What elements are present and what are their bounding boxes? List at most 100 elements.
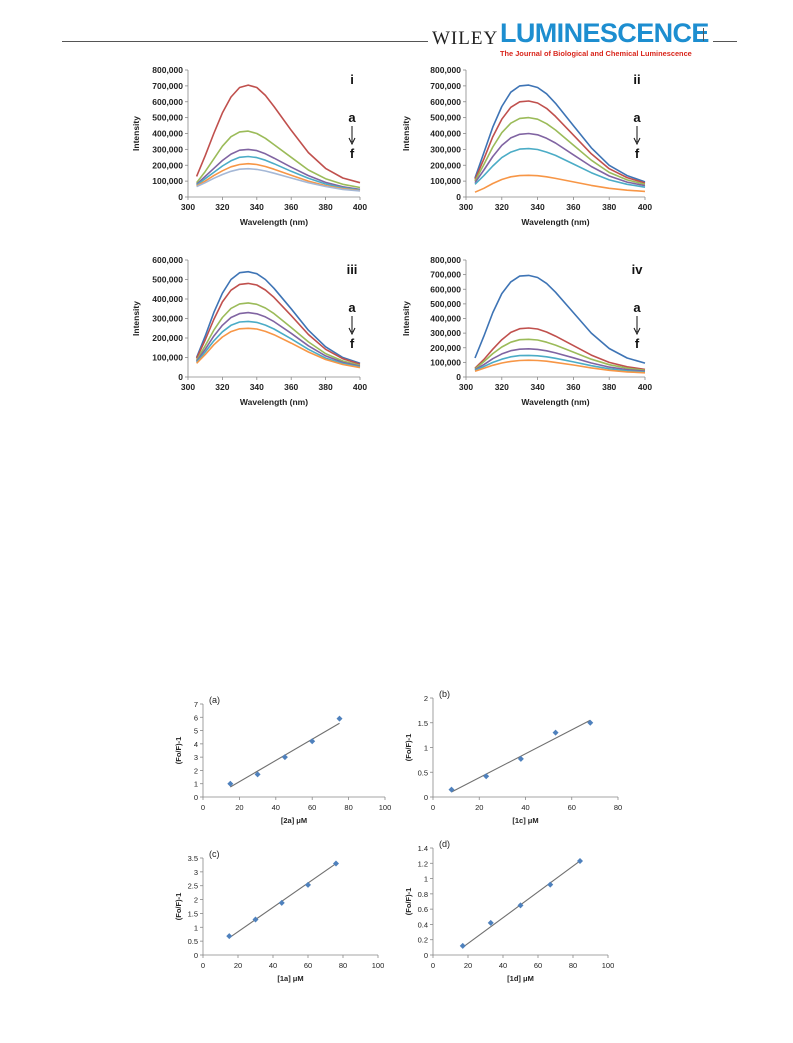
y-axis-title: (Fo/F)-1: [404, 888, 413, 916]
x-tick-label: 300: [459, 202, 473, 212]
data-point: [459, 942, 466, 949]
x-tick-label: 380: [602, 382, 616, 392]
x-tick-label: 40: [499, 961, 507, 970]
x-tick-label: 320: [495, 382, 509, 392]
spectrum-curve-2: [195, 130, 361, 189]
y-tick-label: 800,000: [152, 65, 183, 75]
series-end-label: f: [635, 146, 640, 161]
spectrum-panel-ii: 0 100,000 200,000 300,000 400,000 500,000 600,…: [401, 65, 652, 227]
y-tick-label: 0.2: [418, 936, 428, 945]
down-arrow-icon: [633, 327, 641, 336]
y-tick-label: 0: [456, 372, 461, 382]
x-tick-label: 100: [379, 803, 392, 812]
y-axis-title: Intensity: [401, 301, 411, 336]
stern-volmer-panel-a: 0 1 2 3 4 5 6 7 0 20 40 60 80 100 [2a] μM (Fo/F)-1 (a): [174, 695, 392, 825]
x-tick-label: 320: [495, 202, 509, 212]
header-rule-left: [62, 41, 428, 42]
y-tick-label: 5: [194, 727, 198, 736]
y-tick-label: 500,000: [152, 275, 183, 285]
y-tick-label: 0: [178, 192, 183, 202]
journal-title: LUMINESCENCE: [500, 18, 709, 48]
x-axis-title: [1c] μM: [512, 816, 538, 825]
y-tick-label: 700,000: [430, 270, 461, 280]
panel-label: (a): [209, 695, 220, 705]
x-axis-title: [2a] μM: [281, 816, 307, 825]
panel-label: iii: [347, 262, 358, 277]
x-tick-label: 20: [464, 961, 472, 970]
header-divider: [703, 28, 704, 41]
y-axis-title: Intensity: [131, 301, 141, 336]
panel-label: i: [350, 72, 354, 87]
y-tick-label: 0.5: [188, 937, 198, 946]
spectrum-curve-5: [196, 162, 361, 192]
y-tick-label: 0.4: [418, 920, 428, 929]
spectrum-curve-1: [195, 270, 361, 365]
x-tick-label: 0: [201, 961, 205, 970]
y-tick-label: 2.5: [188, 882, 198, 891]
x-tick-label: 60: [568, 803, 576, 812]
x-tick-label: 0: [201, 803, 205, 812]
y-tick-label: 2: [194, 766, 198, 775]
data-point: [227, 780, 234, 787]
data-point: [336, 715, 343, 722]
x-tick-label: 320: [215, 382, 229, 392]
spectrum-curve-4: [474, 132, 646, 187]
x-tick-label: 340: [531, 202, 545, 212]
series-start-label: a: [633, 300, 641, 315]
spectrum-curve-4: [474, 348, 646, 372]
y-tick-label: 1: [424, 744, 428, 753]
data-point: [281, 754, 288, 761]
y-tick-label: 800,000: [430, 255, 461, 265]
series-start-label: a: [348, 110, 356, 125]
x-axis-title: [1d] μM: [507, 974, 534, 983]
y-tick-label: 0: [424, 793, 428, 802]
y-tick-label: 100,000: [152, 353, 183, 363]
spectrum-curve-1: [474, 84, 646, 183]
y-tick-label: 1.5: [418, 719, 428, 728]
stern-volmer-panel-c: 0 0.5 1 1.5 2 2.5 3 3.5 0 20 40 60 80 100 [1a] μM (Fo/F…: [174, 849, 384, 983]
x-tick-label: 400: [353, 382, 367, 392]
stern-volmer-panel-b: 00.511.520 20 40 60 80[1c] μM(Fo/F)-1(b): [404, 690, 622, 825]
data-point: [487, 919, 494, 926]
spectrum-curve-4: [196, 155, 361, 191]
header-rule-right: [713, 41, 737, 42]
x-tick-label: 380: [602, 202, 616, 212]
publisher-logo: WILEY: [432, 28, 499, 49]
spectrum-curve-1: [474, 274, 646, 364]
data-point: [226, 933, 233, 940]
x-tick-label: 80: [614, 803, 622, 812]
x-tick-label: 380: [319, 202, 333, 212]
x-tick-label: 40: [272, 803, 280, 812]
spectrum-curve-4: [195, 311, 361, 367]
y-tick-label: 100,000: [430, 176, 461, 186]
x-axis-title: [1a] μM: [277, 974, 303, 983]
y-axis-title: (Fo/F)-1: [174, 737, 183, 765]
y-tick-label: 500,000: [152, 113, 183, 123]
x-tick-label: 340: [531, 382, 545, 392]
spectrum-curve-6: [196, 167, 361, 192]
y-tick-label: 6: [194, 713, 198, 722]
panel-label: (d): [439, 839, 450, 849]
data-point: [517, 755, 524, 762]
y-tick-label: 1.2: [418, 859, 428, 868]
x-tick-label: 360: [566, 202, 580, 212]
data-point: [517, 902, 524, 909]
y-tick-label: 600,000: [430, 97, 461, 107]
y-tick-label: 3: [194, 753, 198, 762]
y-tick-label: 1.5: [188, 909, 198, 918]
y-tick-label: 0: [194, 793, 198, 802]
x-tick-label: 340: [250, 382, 264, 392]
spectrum-curve-3: [196, 148, 361, 191]
y-tick-label: 100,000: [152, 176, 183, 186]
down-arrow-icon: [633, 137, 641, 146]
data-point: [577, 857, 583, 864]
x-tick-label: 60: [308, 803, 316, 812]
x-tick-label: 360: [566, 382, 580, 392]
data-point: [483, 773, 490, 780]
y-tick-label: 0.5: [418, 768, 428, 777]
spectrum-curve-3: [474, 338, 646, 372]
y-tick-label: 1.4: [418, 844, 428, 853]
spectrum-curve-1: [195, 84, 361, 184]
spectrum-curve-2: [195, 282, 361, 365]
x-tick-label: 340: [250, 202, 264, 212]
